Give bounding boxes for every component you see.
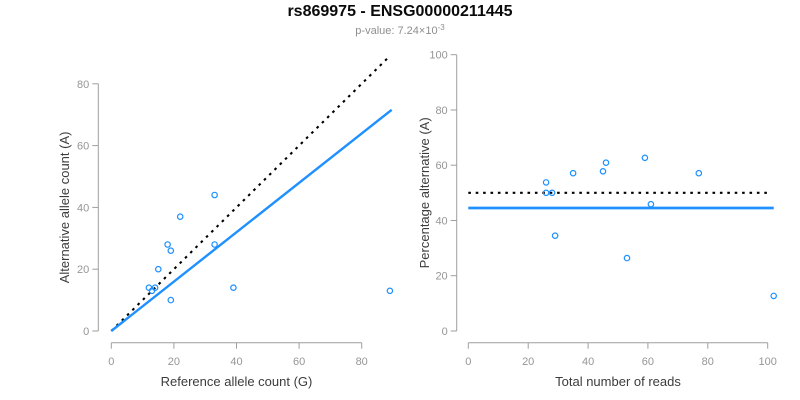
data-point	[211, 191, 218, 199]
y-axis-label: Percentage alternative (A)	[417, 117, 432, 268]
data-point	[155, 265, 162, 273]
y-tick-label: 0	[442, 326, 448, 338]
y-tick-label: 60	[435, 160, 447, 172]
data-point	[641, 154, 649, 162]
x-axis-label: Reference allele count (G)	[161, 374, 313, 389]
x-tick-label: 0	[465, 356, 471, 368]
y-tick-label: 0	[83, 326, 89, 338]
data-point	[599, 168, 607, 175]
data-point	[548, 189, 556, 197]
data-point	[623, 254, 631, 262]
y-tick-label: 100	[429, 50, 447, 62]
data-point	[542, 179, 550, 186]
figure-subtitle: p-value: 7.24×10-3	[0, 21, 800, 38]
data-point	[151, 284, 159, 292]
data-point	[551, 232, 559, 240]
y-tick-label: 80	[77, 79, 89, 91]
y-tick-label: 40	[77, 202, 89, 214]
x-axis-label: Total number of reads	[555, 374, 681, 389]
x-tick-label: 20	[522, 356, 534, 368]
x-tick-label: 80	[702, 356, 714, 368]
y-tick-label: 80	[435, 105, 447, 117]
fit-line	[110, 108, 393, 332]
x-tick-label: 60	[293, 356, 305, 368]
data-point	[167, 247, 175, 255]
data-point	[770, 292, 778, 300]
y-tick-label: 20	[77, 264, 89, 276]
figure-title: rs869975 - ENSG00000211445	[287, 3, 513, 20]
y-tick-label: 60	[77, 141, 89, 153]
percentage-vs-reads-scatter: 0 20 40 60 80 100 0 20 40 60 80 100 Total number of …	[417, 50, 778, 389]
x-tick-label: 80	[356, 356, 368, 368]
data-point	[569, 169, 577, 177]
x-tick-label: 20	[168, 356, 180, 368]
data-point	[695, 169, 703, 177]
data-point	[230, 284, 237, 292]
x-tick-label: 60	[642, 356, 654, 368]
data-point	[148, 287, 156, 295]
data-point	[602, 159, 610, 167]
x-tick-label: 100	[759, 356, 777, 368]
data-point	[145, 284, 153, 292]
data-point	[386, 287, 394, 295]
x-tick-label: 40	[230, 356, 242, 368]
x-tick-label: 40	[582, 356, 594, 368]
data-point	[647, 200, 655, 208]
p-value-exponent: -3	[437, 23, 445, 32]
data-point	[176, 213, 184, 221]
identity-line	[110, 56, 390, 332]
data-point	[167, 296, 175, 304]
data-point	[164, 241, 171, 248]
allele-counts-scatter: 0 20 40 60 80 0 20 40 60 80 Reference allele count…	[57, 56, 394, 389]
data-point	[211, 241, 218, 248]
p-value-text: p-value: 7.24×10	[355, 25, 438, 37]
x-tick-label: 0	[108, 356, 114, 368]
y-tick-label: 40	[435, 216, 447, 228]
y-tick-label: 20	[435, 271, 447, 283]
y-axis-label: Alternative allele count (A)	[57, 132, 72, 284]
figure-header: rs869975 - ENSG00000211445 p-value: 7.24…	[0, 3, 800, 38]
